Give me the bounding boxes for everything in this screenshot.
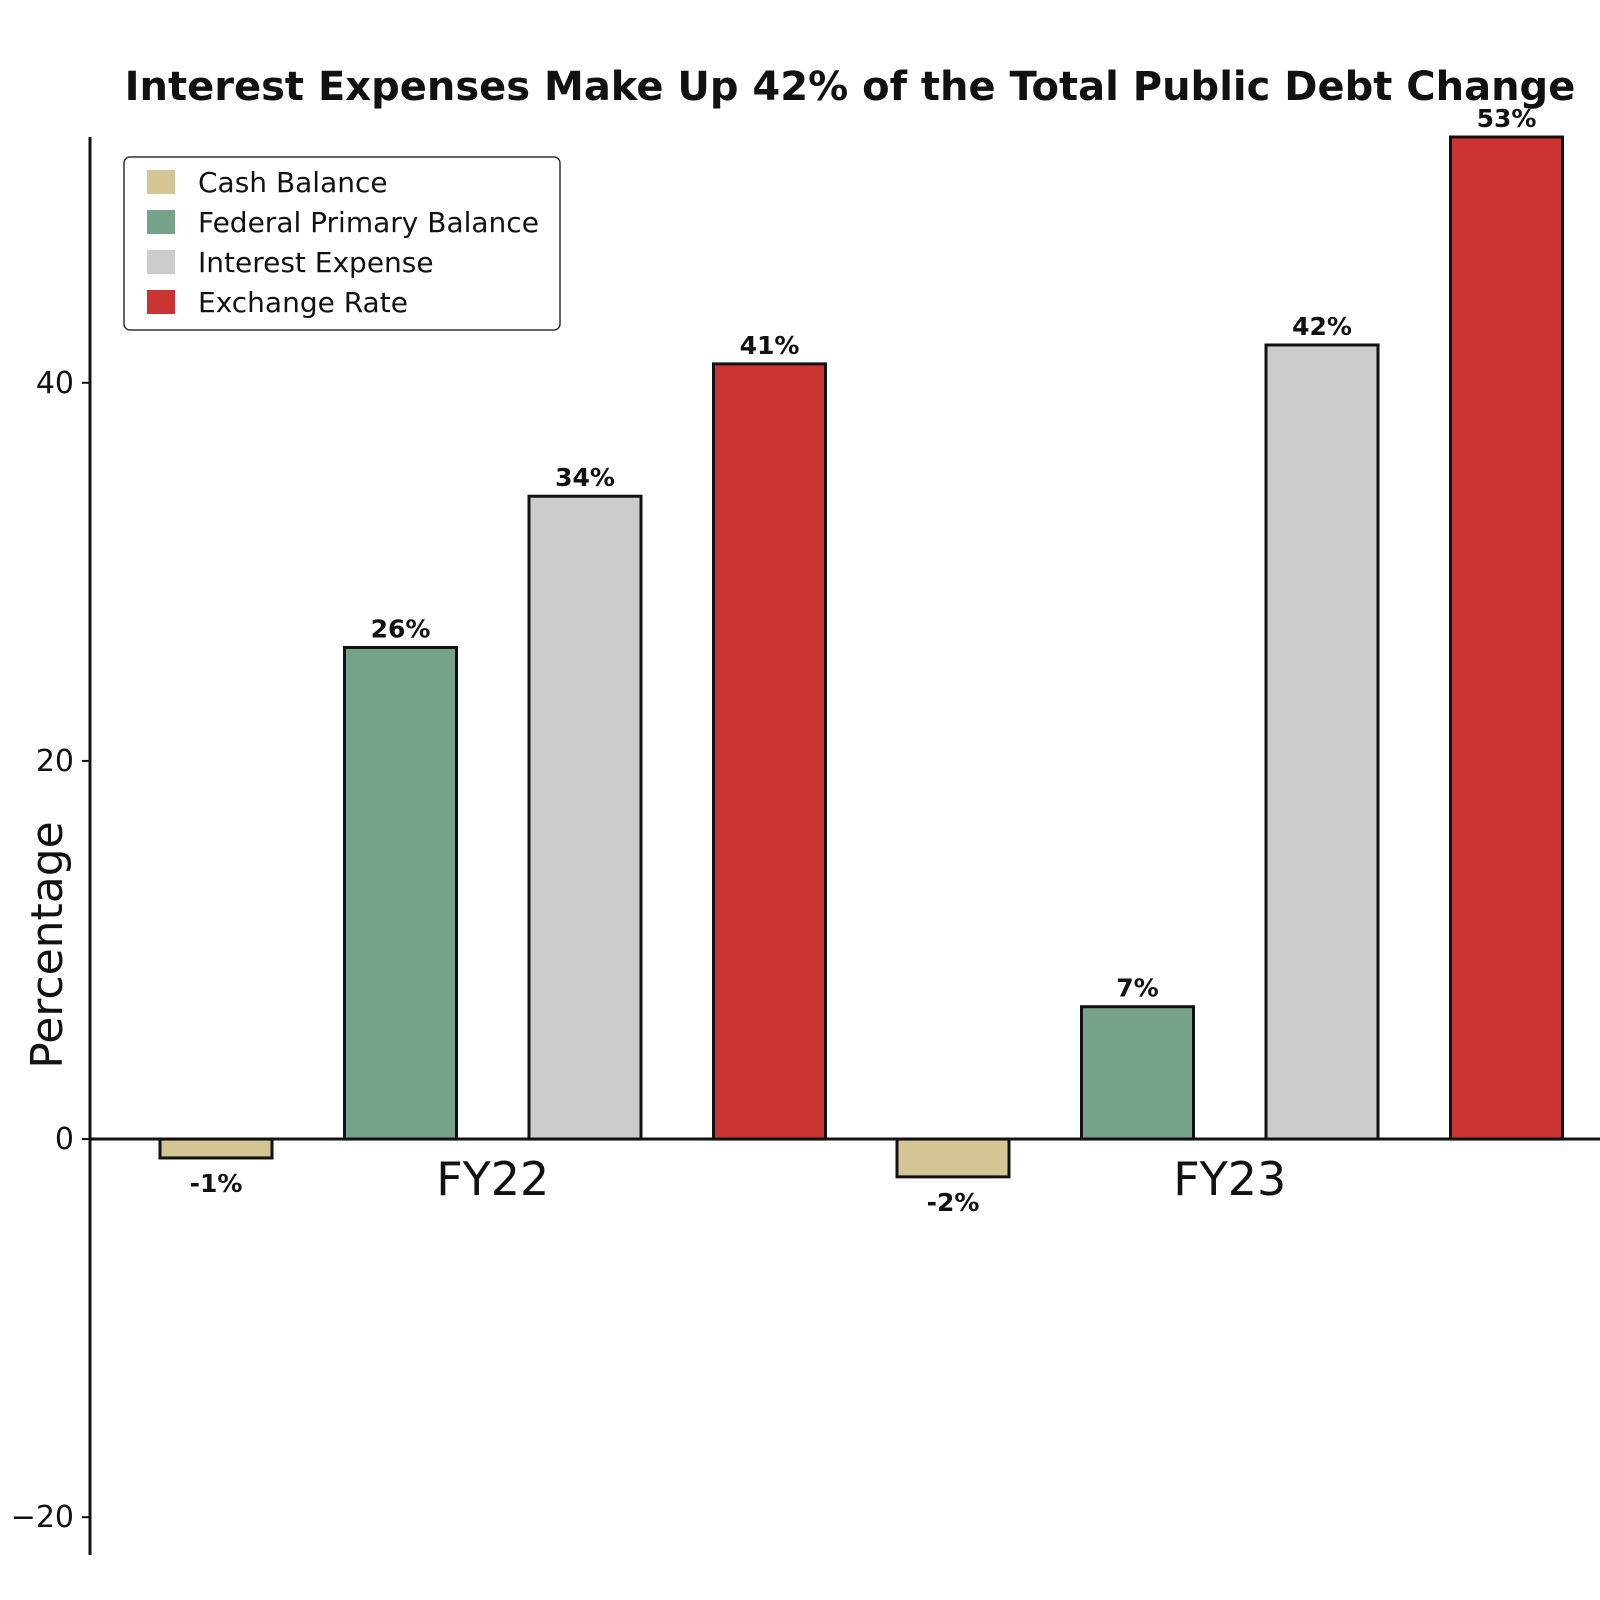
y-tick-label: 20 <box>36 744 74 779</box>
legend-label-federal-primary-balance: Federal Primary Balance <box>198 206 539 239</box>
legend-label-exchange-rate: Exchange Rate <box>198 286 408 319</box>
data-label-fy23-cash-balance: -2% <box>927 1188 980 1217</box>
bar-fy23-federal-primary-balance <box>1080 1005 1195 1141</box>
legend: Cash Balance Federal Primary Balance Inter… <box>123 156 561 331</box>
y-axis-label: Percentage <box>22 821 73 1069</box>
legend-label-cash-balance: Cash Balance <box>198 166 388 199</box>
data-label-fy22-exchange-rate: 41% <box>740 331 800 360</box>
data-label-fy23-exchange-rate: 53% <box>1477 104 1537 133</box>
y-tick-label: 40 <box>36 366 74 401</box>
legend-swatch-cash-balance <box>147 170 175 194</box>
bar-fy23-cash-balance <box>895 1137 1011 1179</box>
data-labels: -1% 26% 34% 41% -2% 7% 42% 53% <box>190 104 1537 1217</box>
legend-swatch-exchange-rate <box>147 290 175 314</box>
y-axis-ticks: −20 0 20 40 <box>11 366 90 1535</box>
data-label-fy22-cash-balance: -1% <box>190 1169 243 1198</box>
legend-label-interest-expense: Interest Expense <box>198 246 434 279</box>
data-label-fy23-interest-expense: 42% <box>1292 312 1352 341</box>
y-tick-label: −20 <box>11 1500 74 1535</box>
category-label-fy23: FY23 <box>1173 1152 1286 1206</box>
bar-fy22-interest-expense <box>527 494 643 1141</box>
y-tick-label: 0 <box>55 1122 74 1157</box>
legend-swatch-interest-expense <box>147 250 175 274</box>
bar-fy22-cash-balance <box>158 1137 274 1160</box>
data-label-fy22-federal-primary-balance: 26% <box>371 614 431 643</box>
bar-fy22-federal-primary-balance <box>343 645 458 1141</box>
legend-box <box>123 156 561 331</box>
chart-title: Interest Expenses Make Up 42% of the Tot… <box>125 64 1576 110</box>
bar-fy23-interest-expense <box>1264 343 1380 1141</box>
category-label-fy22: FY22 <box>436 1152 549 1206</box>
bar-fy23-exchange-rate <box>1449 135 1564 1141</box>
category-labels: FY22 FY23 <box>436 1152 1286 1206</box>
legend-swatch-federal-primary-balance <box>147 210 175 234</box>
data-label-fy22-interest-expense: 34% <box>555 463 615 492</box>
bar-fy22-exchange-rate <box>712 362 827 1141</box>
data-label-fy23-federal-primary-balance: 7% <box>1116 974 1158 1003</box>
